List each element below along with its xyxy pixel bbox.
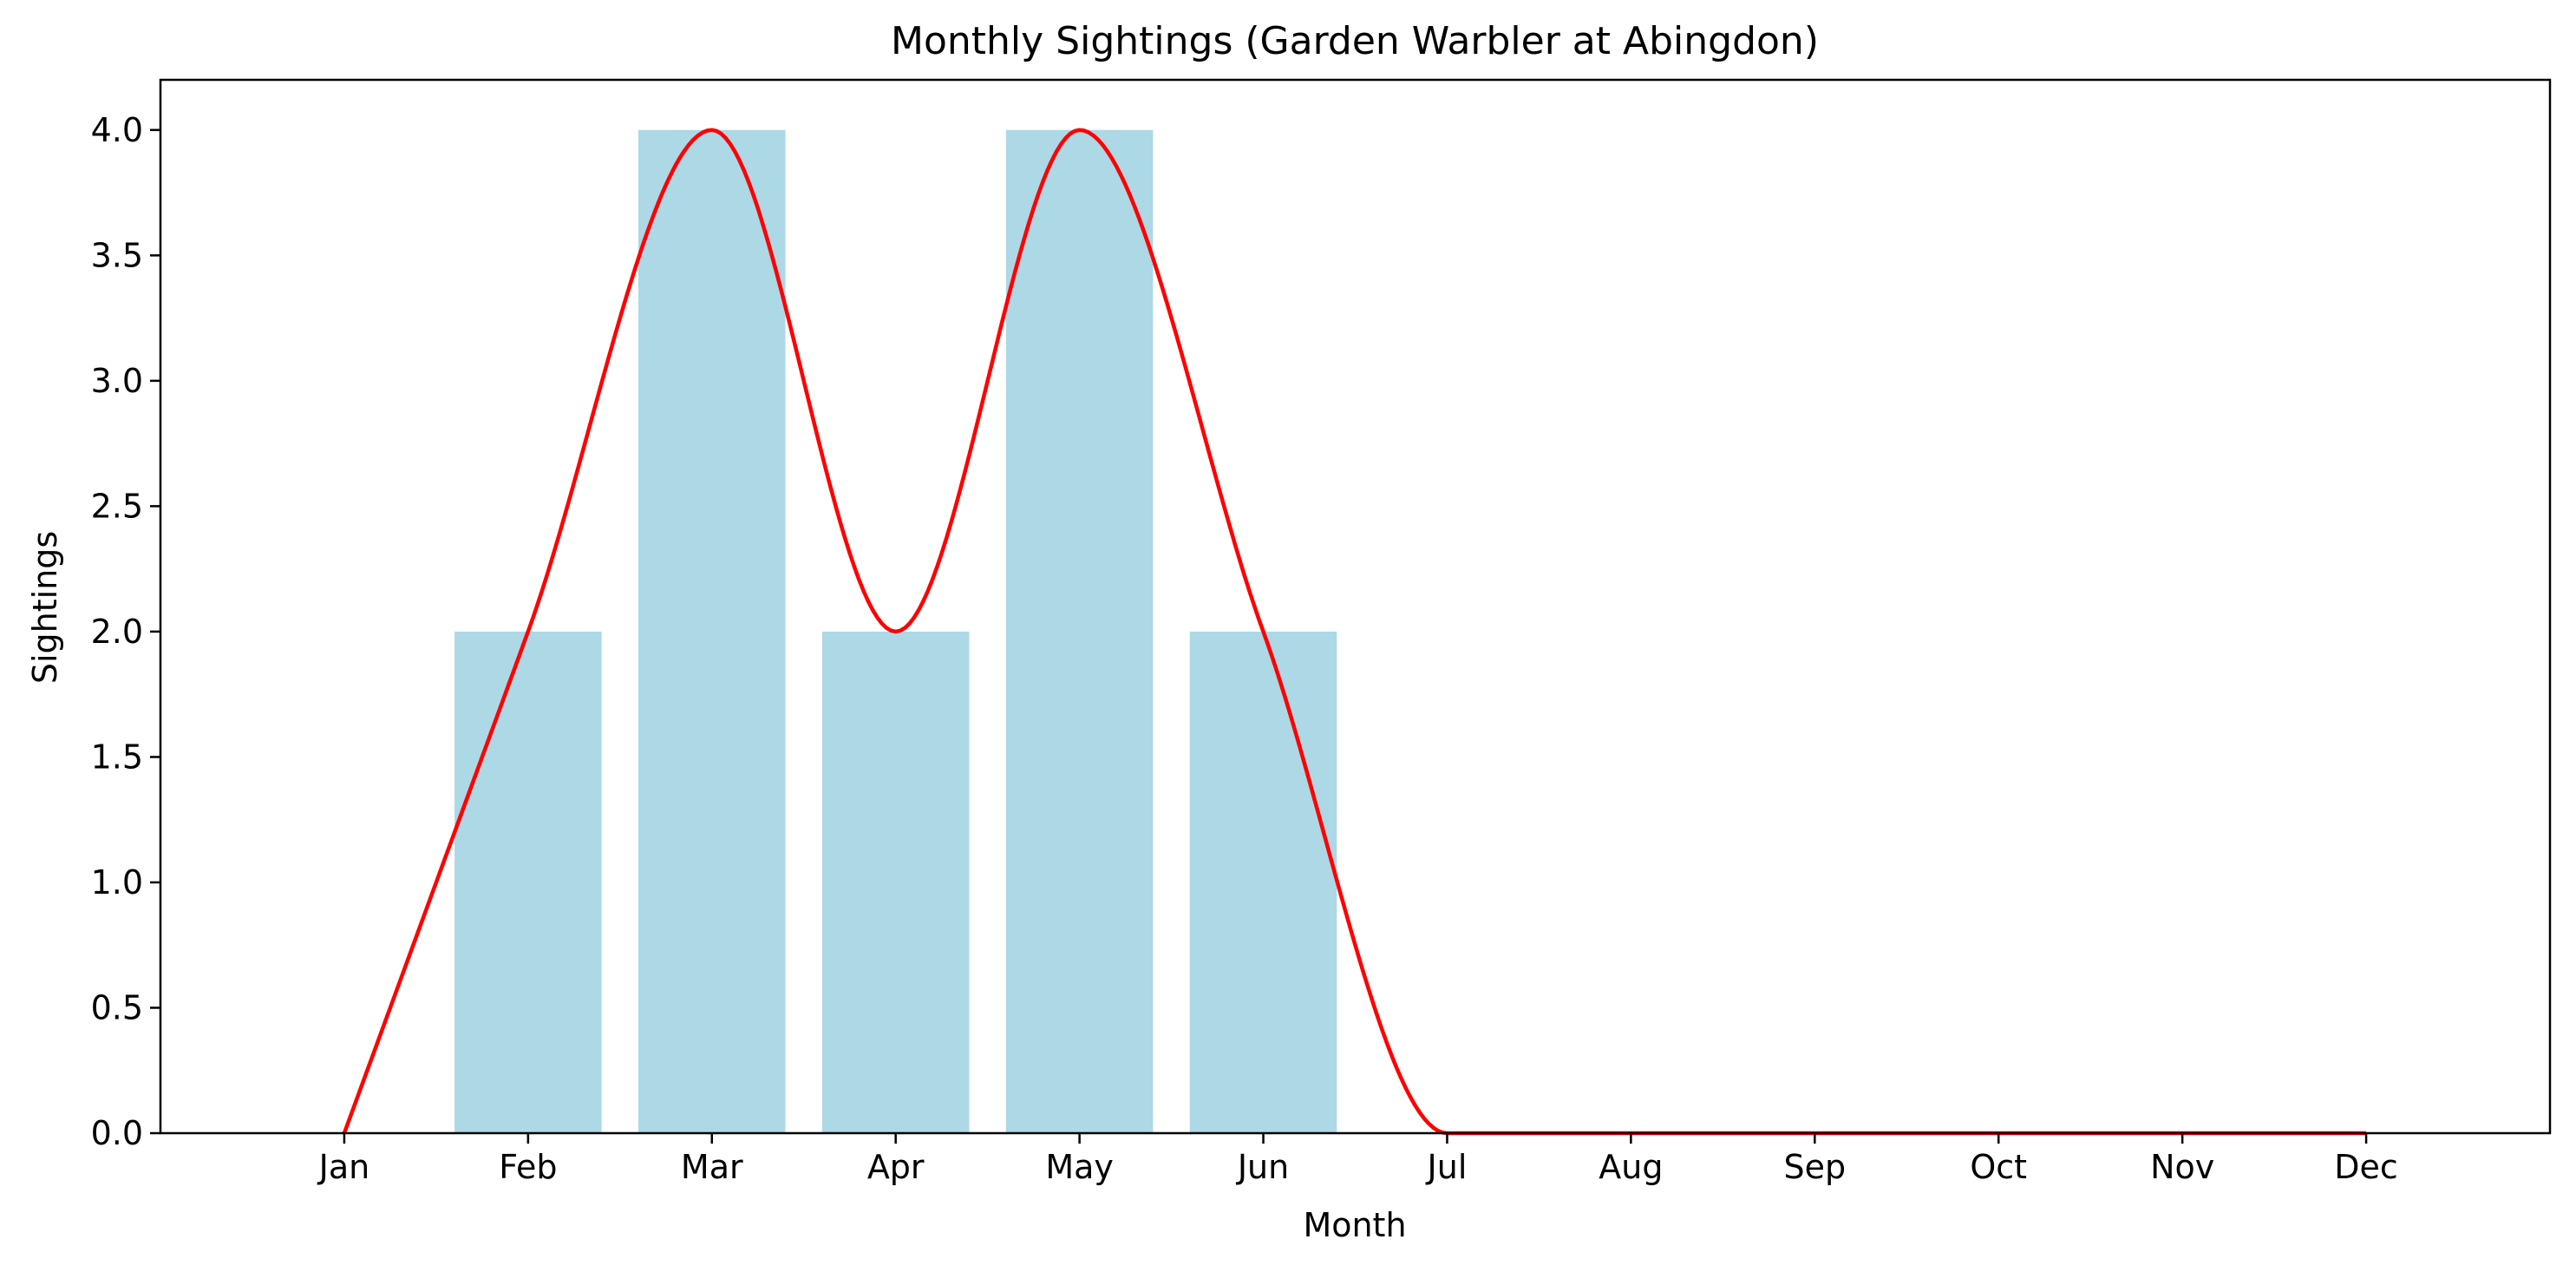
x-tick-label-jun: Jun (1236, 1148, 1289, 1186)
x-tick-label-nov: Nov (2150, 1148, 2214, 1186)
y-axis-label: Sightings (26, 531, 64, 684)
y-tick-label: 1.5 (91, 738, 143, 776)
y-tick-label: 0.5 (91, 988, 143, 1026)
x-axis: Jan Feb Mar Apr May Jun Jul Aug Sep Oct Nov Dec (317, 1133, 2398, 1186)
x-tick-label-aug: Aug (1599, 1148, 1663, 1186)
plot-frame (159, 78, 2552, 1135)
x-tick-label-dec: Dec (2334, 1148, 2398, 1186)
x-tick-label-jan: Jan (317, 1148, 370, 1186)
y-tick-label: 0.0 (91, 1114, 143, 1152)
y-tick-label: 4.0 (91, 111, 143, 149)
x-tick-label-oct: Oct (1970, 1148, 2027, 1186)
chart-title: Monthly Sightings (Garden Warbler at Abi… (891, 19, 1819, 63)
x-tick-label-mar: Mar (681, 1148, 743, 1186)
y-tick-label: 1.0 (91, 863, 143, 902)
y-tick-label: 2.5 (91, 487, 143, 525)
x-tick-label-jul: Jul (1426, 1148, 1468, 1186)
x-tick-label-may: May (1045, 1148, 1114, 1186)
bar-mar (638, 129, 786, 1133)
bar-apr (821, 631, 970, 1133)
x-tick-label-sep: Sep (1783, 1148, 1846, 1186)
y-axis: 0.0 0.5 1.0 1.5 2.0 2.5 3.0 3.5 4.0 (91, 111, 160, 1152)
bars-group (454, 129, 1337, 1133)
y-tick-label: 2.0 (91, 613, 143, 651)
bar-may (1005, 129, 1154, 1133)
y-tick-label: 3.0 (91, 362, 143, 400)
bar-jun (1189, 631, 1337, 1133)
x-tick-label-feb: Feb (499, 1148, 557, 1186)
x-tick-label-apr: Apr (867, 1148, 925, 1186)
y-tick-label: 3.5 (91, 236, 143, 274)
x-axis-label: Month (1303, 1206, 1406, 1244)
bar-feb (454, 631, 602, 1133)
